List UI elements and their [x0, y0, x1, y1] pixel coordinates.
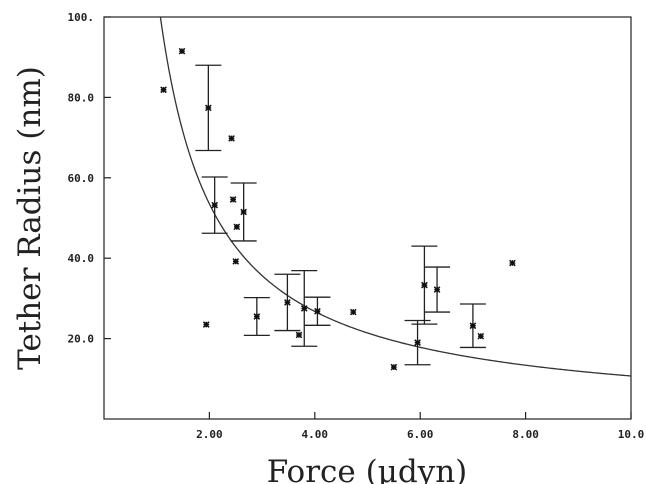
- marker-stroke: [211, 201, 219, 209]
- data-point: [178, 47, 186, 55]
- marker-stroke: [477, 332, 485, 340]
- x-tick-label: 4.00: [302, 428, 329, 441]
- marker-stroke: [232, 258, 240, 265]
- marker-stroke: [469, 322, 477, 330]
- x-axis-title: Force (μdyn): [267, 454, 468, 484]
- data-point: [160, 86, 167, 94]
- data-point: [229, 196, 237, 203]
- data-point: [233, 223, 241, 231]
- data-point: [349, 308, 357, 316]
- marker-stroke: [390, 363, 398, 371]
- marker-stroke: [349, 308, 357, 316]
- plot-frame: [103, 16, 632, 420]
- fit-curve-layer: [159, 17, 631, 377]
- data-point: [211, 201, 219, 209]
- y-tick-label: 40.0: [68, 252, 95, 265]
- fit-curve: [159, 17, 631, 377]
- marker-stroke: [509, 259, 516, 267]
- data-point: [433, 286, 441, 293]
- y-tick-label: 80.0: [68, 91, 95, 104]
- y-tick-label: 60.0: [68, 172, 95, 185]
- y-tick-label: 20.0: [68, 333, 95, 346]
- marker-stroke: [233, 223, 241, 231]
- axis-ticks: 2.00 4.00 6.00 8.00 10.0 20.0 40.0 60.0 80.0 100.: [68, 11, 645, 441]
- data-point: [205, 104, 212, 112]
- x-tick-label: 8.00: [512, 428, 539, 441]
- data-point: [228, 135, 235, 142]
- marker-stroke: [202, 321, 210, 328]
- data-point: [253, 313, 261, 320]
- marker-stroke: [160, 86, 167, 94]
- marker-stroke: [205, 104, 212, 112]
- marker-stroke: [178, 47, 186, 55]
- data-point: [469, 322, 477, 330]
- data-point: [202, 321, 210, 328]
- x-tick-label: 6.00: [407, 428, 434, 441]
- data-point: [295, 331, 303, 339]
- marker-stroke: [414, 339, 421, 346]
- marker-stroke: [253, 313, 261, 320]
- x-tick-label: 10.0: [618, 428, 645, 441]
- data-point: [414, 339, 421, 346]
- data-point: [390, 363, 398, 371]
- data-point: [509, 259, 516, 267]
- marker-stroke: [240, 208, 247, 216]
- marker-stroke: [433, 286, 441, 293]
- data-point: [314, 307, 321, 315]
- marker-stroke: [300, 305, 308, 312]
- data-point: [240, 208, 247, 216]
- data-point: [477, 332, 485, 340]
- y-axis-title: Tether Radius (nm): [12, 66, 48, 370]
- data-point: [232, 258, 240, 265]
- data-points-layer: [160, 47, 516, 371]
- marker-stroke: [228, 135, 235, 142]
- data-point: [284, 299, 291, 306]
- data-point: [300, 305, 308, 312]
- marker-stroke: [314, 307, 321, 315]
- x-tick-label: 2.00: [196, 428, 223, 441]
- marker-stroke: [295, 331, 303, 339]
- marker-stroke: [284, 299, 291, 306]
- y-tick-label: 100.: [68, 11, 95, 24]
- marker-stroke: [229, 196, 237, 203]
- data-point: [421, 281, 428, 289]
- marker-stroke: [421, 281, 428, 289]
